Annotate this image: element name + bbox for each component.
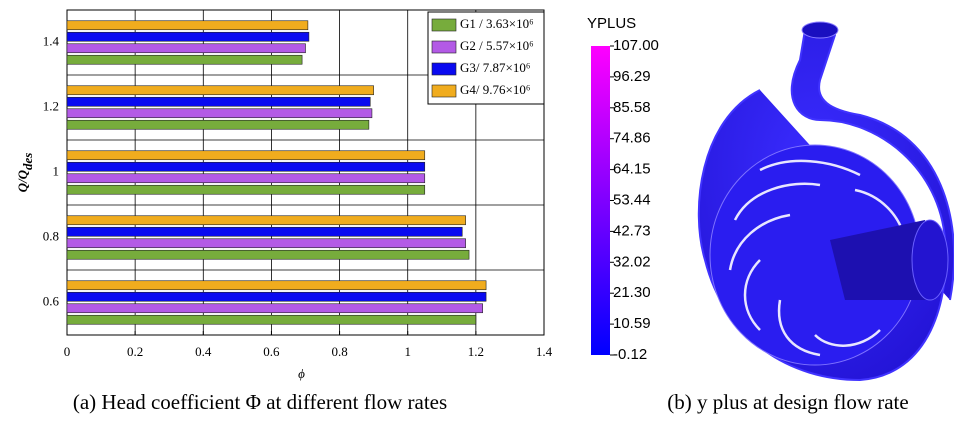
legend-swatch bbox=[432, 41, 456, 53]
colorbar-tick-label: 85.58 bbox=[613, 99, 651, 116]
caption: (a) Head coefficient Φ at different flow… bbox=[73, 390, 447, 414]
colorbar-tick-label: 96.29 bbox=[613, 68, 651, 85]
colorbar-tick-label: -0.12 bbox=[613, 346, 647, 363]
caption: (b) y plus at design flow rate bbox=[667, 390, 908, 414]
x-tick-label: 0.2 bbox=[127, 344, 143, 359]
page: 0 0.2 0.4 0.6 0.8 1 1.2 1.4 0.6 0.8 1 1.2 1.4 ϕ Q/Qdes… bbox=[0, 0, 954, 423]
legend-label: G4/ 9.76×10⁶ bbox=[460, 82, 530, 97]
bar bbox=[67, 185, 425, 194]
x-tick-label: 1 bbox=[404, 344, 411, 359]
y-tick-label: 0.6 bbox=[43, 293, 60, 308]
bar bbox=[67, 44, 306, 53]
bar bbox=[67, 109, 372, 118]
colorbar-tick-label: 64.15 bbox=[613, 161, 651, 178]
bar bbox=[67, 120, 369, 129]
pump-image bbox=[699, 22, 954, 380]
bar bbox=[67, 174, 425, 183]
bar bbox=[67, 250, 469, 259]
colorbar-tick-label: 42.73 bbox=[613, 222, 651, 239]
legend-label: G2 / 5.57×10⁶ bbox=[460, 38, 534, 53]
bar bbox=[67, 227, 462, 236]
legend-swatch bbox=[432, 19, 456, 31]
x-tick-label: 0.4 bbox=[195, 344, 212, 359]
x-tick-label: 1.2 bbox=[468, 344, 484, 359]
colorbar-tick-label: 32.02 bbox=[613, 253, 651, 270]
y-tick-label: 1.4 bbox=[43, 33, 60, 48]
y-axis-label-sub: des bbox=[20, 153, 35, 170]
bar bbox=[67, 162, 425, 171]
bar bbox=[67, 315, 476, 324]
bar bbox=[67, 21, 308, 30]
bar bbox=[67, 292, 486, 301]
colorbar-tick-label: 21.30 bbox=[613, 284, 651, 301]
x-tick-label: 0.8 bbox=[331, 344, 347, 359]
y-tick-label: 0.8 bbox=[43, 228, 59, 243]
outlet bbox=[802, 22, 838, 38]
bar bbox=[67, 86, 374, 95]
bar bbox=[67, 97, 370, 106]
y-axis-label: Q/Qdes bbox=[15, 153, 35, 193]
bar bbox=[67, 216, 466, 225]
colorbar-tick-label: 10.59 bbox=[613, 315, 651, 332]
x-tick-label: 1.4 bbox=[536, 344, 553, 359]
colorbar-title: YPLUS bbox=[587, 15, 636, 32]
x-tick-label: 0.6 bbox=[263, 344, 280, 359]
bar bbox=[67, 281, 486, 290]
y-axis-label-main: Q/Q bbox=[15, 169, 30, 192]
colorbar bbox=[591, 46, 610, 355]
colorbar-tick-label: 107.00 bbox=[613, 37, 659, 54]
legend-swatch bbox=[432, 63, 456, 75]
bar bbox=[67, 304, 483, 313]
legend-swatch bbox=[432, 85, 456, 97]
colorbar-tick-label: 74.86 bbox=[613, 130, 651, 147]
bar bbox=[67, 55, 302, 64]
x-tick-label: 0 bbox=[64, 344, 71, 359]
figure: 0 0.2 0.4 0.6 0.8 1 1.2 1.4 0.6 0.8 1 1.2 1.4 ϕ Q/Qdes… bbox=[0, 0, 954, 423]
shaft-end bbox=[912, 220, 948, 300]
bar bbox=[67, 151, 425, 160]
legend-label: G3/ 7.87×10⁶ bbox=[460, 60, 530, 75]
y-tick-label: 1.2 bbox=[43, 98, 59, 113]
y-tick-label: 1 bbox=[53, 163, 60, 178]
legend-label: G1 / 3.63×10⁶ bbox=[460, 16, 534, 31]
bar bbox=[67, 32, 309, 41]
bar bbox=[67, 239, 466, 248]
colorbar-tick-label: 53.44 bbox=[613, 191, 651, 208]
x-axis-label: ϕ bbox=[298, 366, 305, 381]
